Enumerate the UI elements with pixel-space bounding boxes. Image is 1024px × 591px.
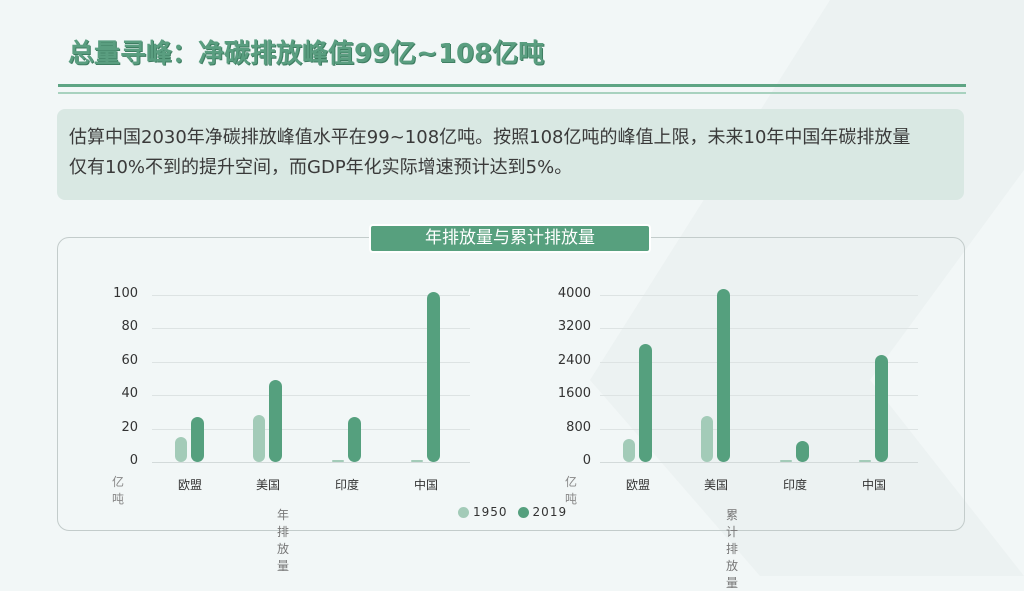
y-tick-label: 2400: [557, 352, 591, 368]
x-tick-label: 中国: [413, 478, 438, 492]
gridline: [600, 462, 918, 463]
bar-2019: [348, 416, 361, 462]
gridline: [600, 428, 918, 430]
legend-dot-2019: [517, 506, 529, 518]
y-tick-label: 40: [121, 386, 138, 402]
bar-2019: [796, 441, 809, 462]
summary-line-1: 估算中国2030年净碳排放峰值水平在99~108亿吨。按照108亿吨的峰值上限，…: [69, 127, 911, 148]
bar-1950: [859, 460, 871, 462]
y-tick-label: 80: [121, 319, 138, 335]
x-tick-label: 印度: [782, 478, 807, 492]
bar-1950: [175, 436, 187, 462]
legend-item-1950: 1950: [458, 505, 508, 519]
y-tick-label: 3200: [557, 319, 591, 335]
legend-label-1950: 1950: [473, 505, 508, 519]
page-title: 总量寻峰：净碳排放峰值99亿~108亿吨: [68, 39, 545, 69]
bar-2019: [717, 288, 730, 462]
x-axis-title: 年排放量: [277, 508, 291, 573]
bar-1950: [332, 460, 344, 462]
gridline: [152, 395, 470, 397]
x-tick-label: 欧盟: [625, 478, 650, 492]
gridline: [600, 361, 918, 363]
bar-1950: [701, 416, 713, 462]
y-tick-label: 60: [121, 352, 138, 368]
x-tick-label: 中国: [861, 478, 886, 492]
x-tick-label: 美国: [703, 478, 728, 492]
y-unit-label: 亿吨: [112, 475, 125, 506]
gridline: [152, 328, 470, 330]
x-tick-label: 美国: [255, 478, 280, 492]
bar-1950: [411, 460, 423, 462]
y-tick-label: 20: [121, 419, 138, 435]
gridline: [152, 361, 470, 363]
bar-2019: [191, 416, 204, 462]
gridline: [152, 428, 470, 430]
gridline: [600, 395, 918, 397]
bar-2019: [875, 354, 888, 462]
chart-legend: 1950 2019: [458, 505, 577, 519]
gridline: [152, 295, 470, 296]
gridline: [600, 328, 918, 330]
x-axis-title: 累计排放量: [726, 508, 740, 590]
legend-label-2019: 2019: [532, 505, 568, 519]
y-unit-label: 亿吨: [565, 475, 578, 506]
y-tick-label: 100: [113, 286, 138, 301]
bar-2019: [427, 291, 440, 462]
gridline: [152, 462, 470, 463]
bar-1950: [623, 438, 635, 462]
title-divider-thick: [58, 84, 966, 87]
y-tick-label: 0: [582, 453, 591, 468]
gridline: [600, 295, 918, 296]
chart-panel-title: 年排放量与累计排放量: [369, 224, 651, 253]
bar-2019: [639, 344, 652, 462]
y-tick-label: 800: [566, 419, 591, 435]
x-tick-label: 印度: [334, 478, 359, 492]
title-divider-thin: [58, 92, 966, 94]
y-tick-label: 0: [129, 453, 138, 468]
bar-2019: [269, 380, 282, 462]
summary-line-2: 仅有10%不到的提升空间，而GDP年化实际增速预计达到5%。: [69, 157, 573, 178]
bar-1950: [780, 460, 792, 462]
legend-dot-1950: [458, 506, 469, 518]
y-tick-label: 4000: [557, 286, 591, 301]
legend-item-2019: 2019: [517, 505, 568, 519]
x-tick-label: 欧盟: [177, 478, 202, 492]
bar-1950: [253, 415, 265, 462]
summary-box: 估算中国2030年净碳排放峰值水平在99~108亿吨。按照108亿吨的峰值上限，…: [57, 109, 964, 200]
y-tick-label: 1600: [557, 386, 591, 402]
